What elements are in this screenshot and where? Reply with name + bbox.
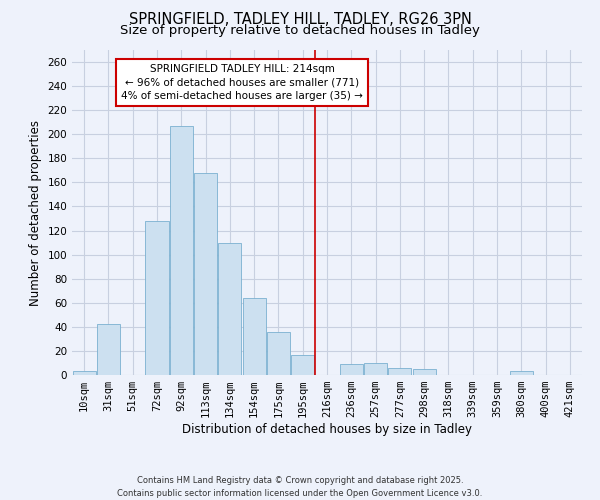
Y-axis label: Number of detached properties: Number of detached properties <box>29 120 42 306</box>
Bar <box>218 242 241 375</box>
Bar <box>510 372 533 375</box>
Bar <box>364 363 387 375</box>
Bar <box>97 324 120 375</box>
Bar <box>388 368 412 375</box>
X-axis label: Distribution of detached houses by size in Tadley: Distribution of detached houses by size … <box>182 423 472 436</box>
Bar <box>242 298 266 375</box>
Bar <box>170 126 193 375</box>
Bar <box>413 369 436 375</box>
Bar <box>194 173 217 375</box>
Bar <box>291 354 314 375</box>
Text: Contains HM Land Registry data © Crown copyright and database right 2025.
Contai: Contains HM Land Registry data © Crown c… <box>118 476 482 498</box>
Text: SPRINGFIELD, TADLEY HILL, TADLEY, RG26 3PN: SPRINGFIELD, TADLEY HILL, TADLEY, RG26 3… <box>128 12 472 28</box>
Text: SPRINGFIELD TADLEY HILL: 214sqm
← 96% of detached houses are smaller (771)
4% of: SPRINGFIELD TADLEY HILL: 214sqm ← 96% of… <box>121 64 363 101</box>
Bar <box>267 332 290 375</box>
Text: Size of property relative to detached houses in Tadley: Size of property relative to detached ho… <box>120 24 480 37</box>
Bar <box>145 221 169 375</box>
Bar <box>73 372 95 375</box>
Bar <box>340 364 363 375</box>
